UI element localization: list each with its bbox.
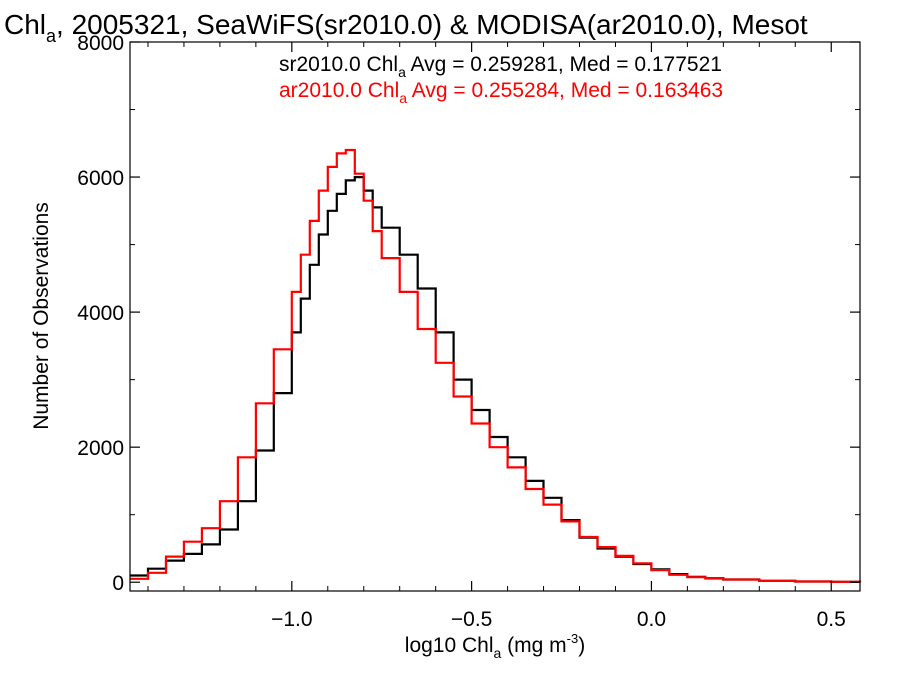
chart-title-rest: , 2005321, SeaWiFS(sr2010.0) & MODISA(ar… <box>56 9 808 40</box>
x-axis-label: log10 Chla (mg m-3) <box>405 631 585 661</box>
legend-ar2010-subscript: a <box>399 90 407 106</box>
legend-ar2010-text: ar2010.0 Chl <box>279 79 399 102</box>
y-tick-label: 4000 <box>77 302 124 325</box>
legend-entry-ar2010: ar2010.0 Chla Avg = 0.255284, Med = 0.16… <box>279 79 723 106</box>
legend-sr2010-subscript: a <box>398 64 406 80</box>
x-axis-label-close: ) <box>578 634 585 657</box>
legend-entry-sr2010: sr2010.0 Chla Avg = 0.259281, Med = 0.17… <box>279 53 722 80</box>
legend: sr2010.0 Chla Avg = 0.259281, Med = 0.17… <box>279 53 723 106</box>
y-axis-label: Number of Observations <box>30 202 53 430</box>
x-tick-label: −0.5 <box>451 608 492 631</box>
plot-frame <box>129 41 861 592</box>
plot-area: −1.0 −0.5 0.0 0.5 0 2000 4000 6000 8000 <box>77 32 862 631</box>
x-axis-label-superscript: -3 <box>567 631 579 646</box>
x-axis-label-units: (mg m <box>501 634 566 657</box>
legend-ar2010-stats: Avg = 0.255284, Med = 0.163463 <box>407 79 723 102</box>
y-tick-label: 8000 <box>77 32 124 55</box>
x-axis-label-subscript: a <box>494 645 502 661</box>
x-tick-label: 0.5 <box>817 608 846 631</box>
x-tick-label: −1.0 <box>271 608 312 631</box>
chart-title-subscript: a <box>46 26 57 46</box>
chart-title-main: Chl <box>4 9 46 40</box>
chart-title: Chla, 2005321, SeaWiFS(sr2010.0) & MODIS… <box>4 9 808 46</box>
series-line-sr2010.0 <box>130 176 862 583</box>
y-tick-label: 2000 <box>77 437 124 460</box>
series-line-ar2010.0 <box>130 148 862 583</box>
y-tick-label: 0 <box>112 572 124 595</box>
x-axis-label-main: log10 Chl <box>405 634 494 657</box>
legend-sr2010-text: sr2010.0 Chl <box>279 53 398 76</box>
legend-sr2010-stats: Avg = 0.259281, Med = 0.177521 <box>406 53 722 76</box>
y-tick-label: 6000 <box>77 167 124 190</box>
x-tick-label: 0.0 <box>637 608 666 631</box>
